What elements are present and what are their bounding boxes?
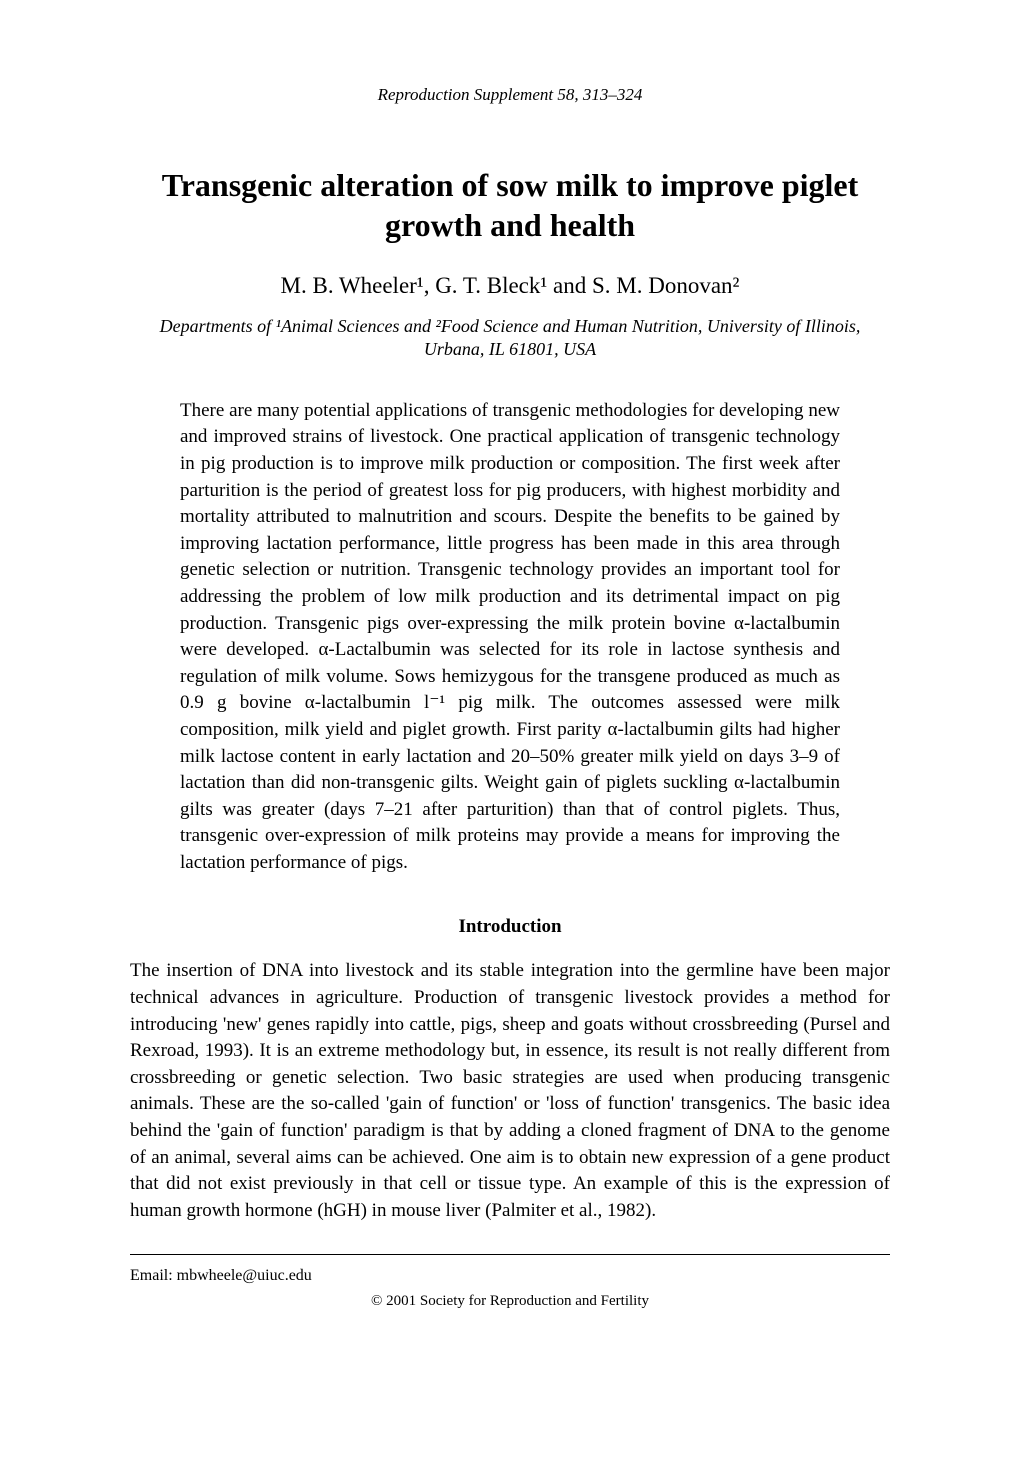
affiliations: Departments of ¹Animal Sciences and ²Foo…	[130, 315, 890, 362]
article-title: Transgenic alteration of sow milk to imp…	[130, 165, 890, 245]
abstract-text: There are many potential applications of…	[180, 400, 840, 873]
introduction-heading-text: Introduction	[458, 916, 561, 937]
abstract: There are many potential applications of…	[180, 398, 840, 877]
title-text: Transgenic alteration of sow milk to imp…	[162, 167, 859, 243]
footer-rule	[130, 1254, 890, 1255]
authors-line: M. B. Wheeler¹, G. T. Bleck¹ and S. M. D…	[130, 273, 890, 299]
introduction-body-text: The insertion of DNA into livestock and …	[130, 960, 890, 1220]
page: Reproduction Supplement 58, 313–324 Tran…	[0, 0, 1020, 1463]
email-line: Email: mbwheele@uiuc.edu	[130, 1267, 890, 1285]
introduction-body: The insertion of DNA into livestock and …	[130, 958, 890, 1224]
journal-header: Reproduction Supplement 58, 313–324	[130, 85, 890, 105]
authors-text: M. B. Wheeler¹, G. T. Bleck¹ and S. M. D…	[281, 273, 740, 298]
copyright-text: © 2001 Society for Reproduction and Fert…	[371, 1293, 649, 1309]
email-text: Email: mbwheele@uiuc.edu	[130, 1267, 312, 1284]
affiliations-text: Departments of ¹Animal Sciences and ²Foo…	[160, 316, 861, 359]
section-heading-introduction: Introduction	[130, 916, 890, 938]
copyright-line: © 2001 Society for Reproduction and Fert…	[130, 1293, 890, 1310]
journal-header-text: Reproduction Supplement 58, 313–324	[378, 85, 643, 104]
